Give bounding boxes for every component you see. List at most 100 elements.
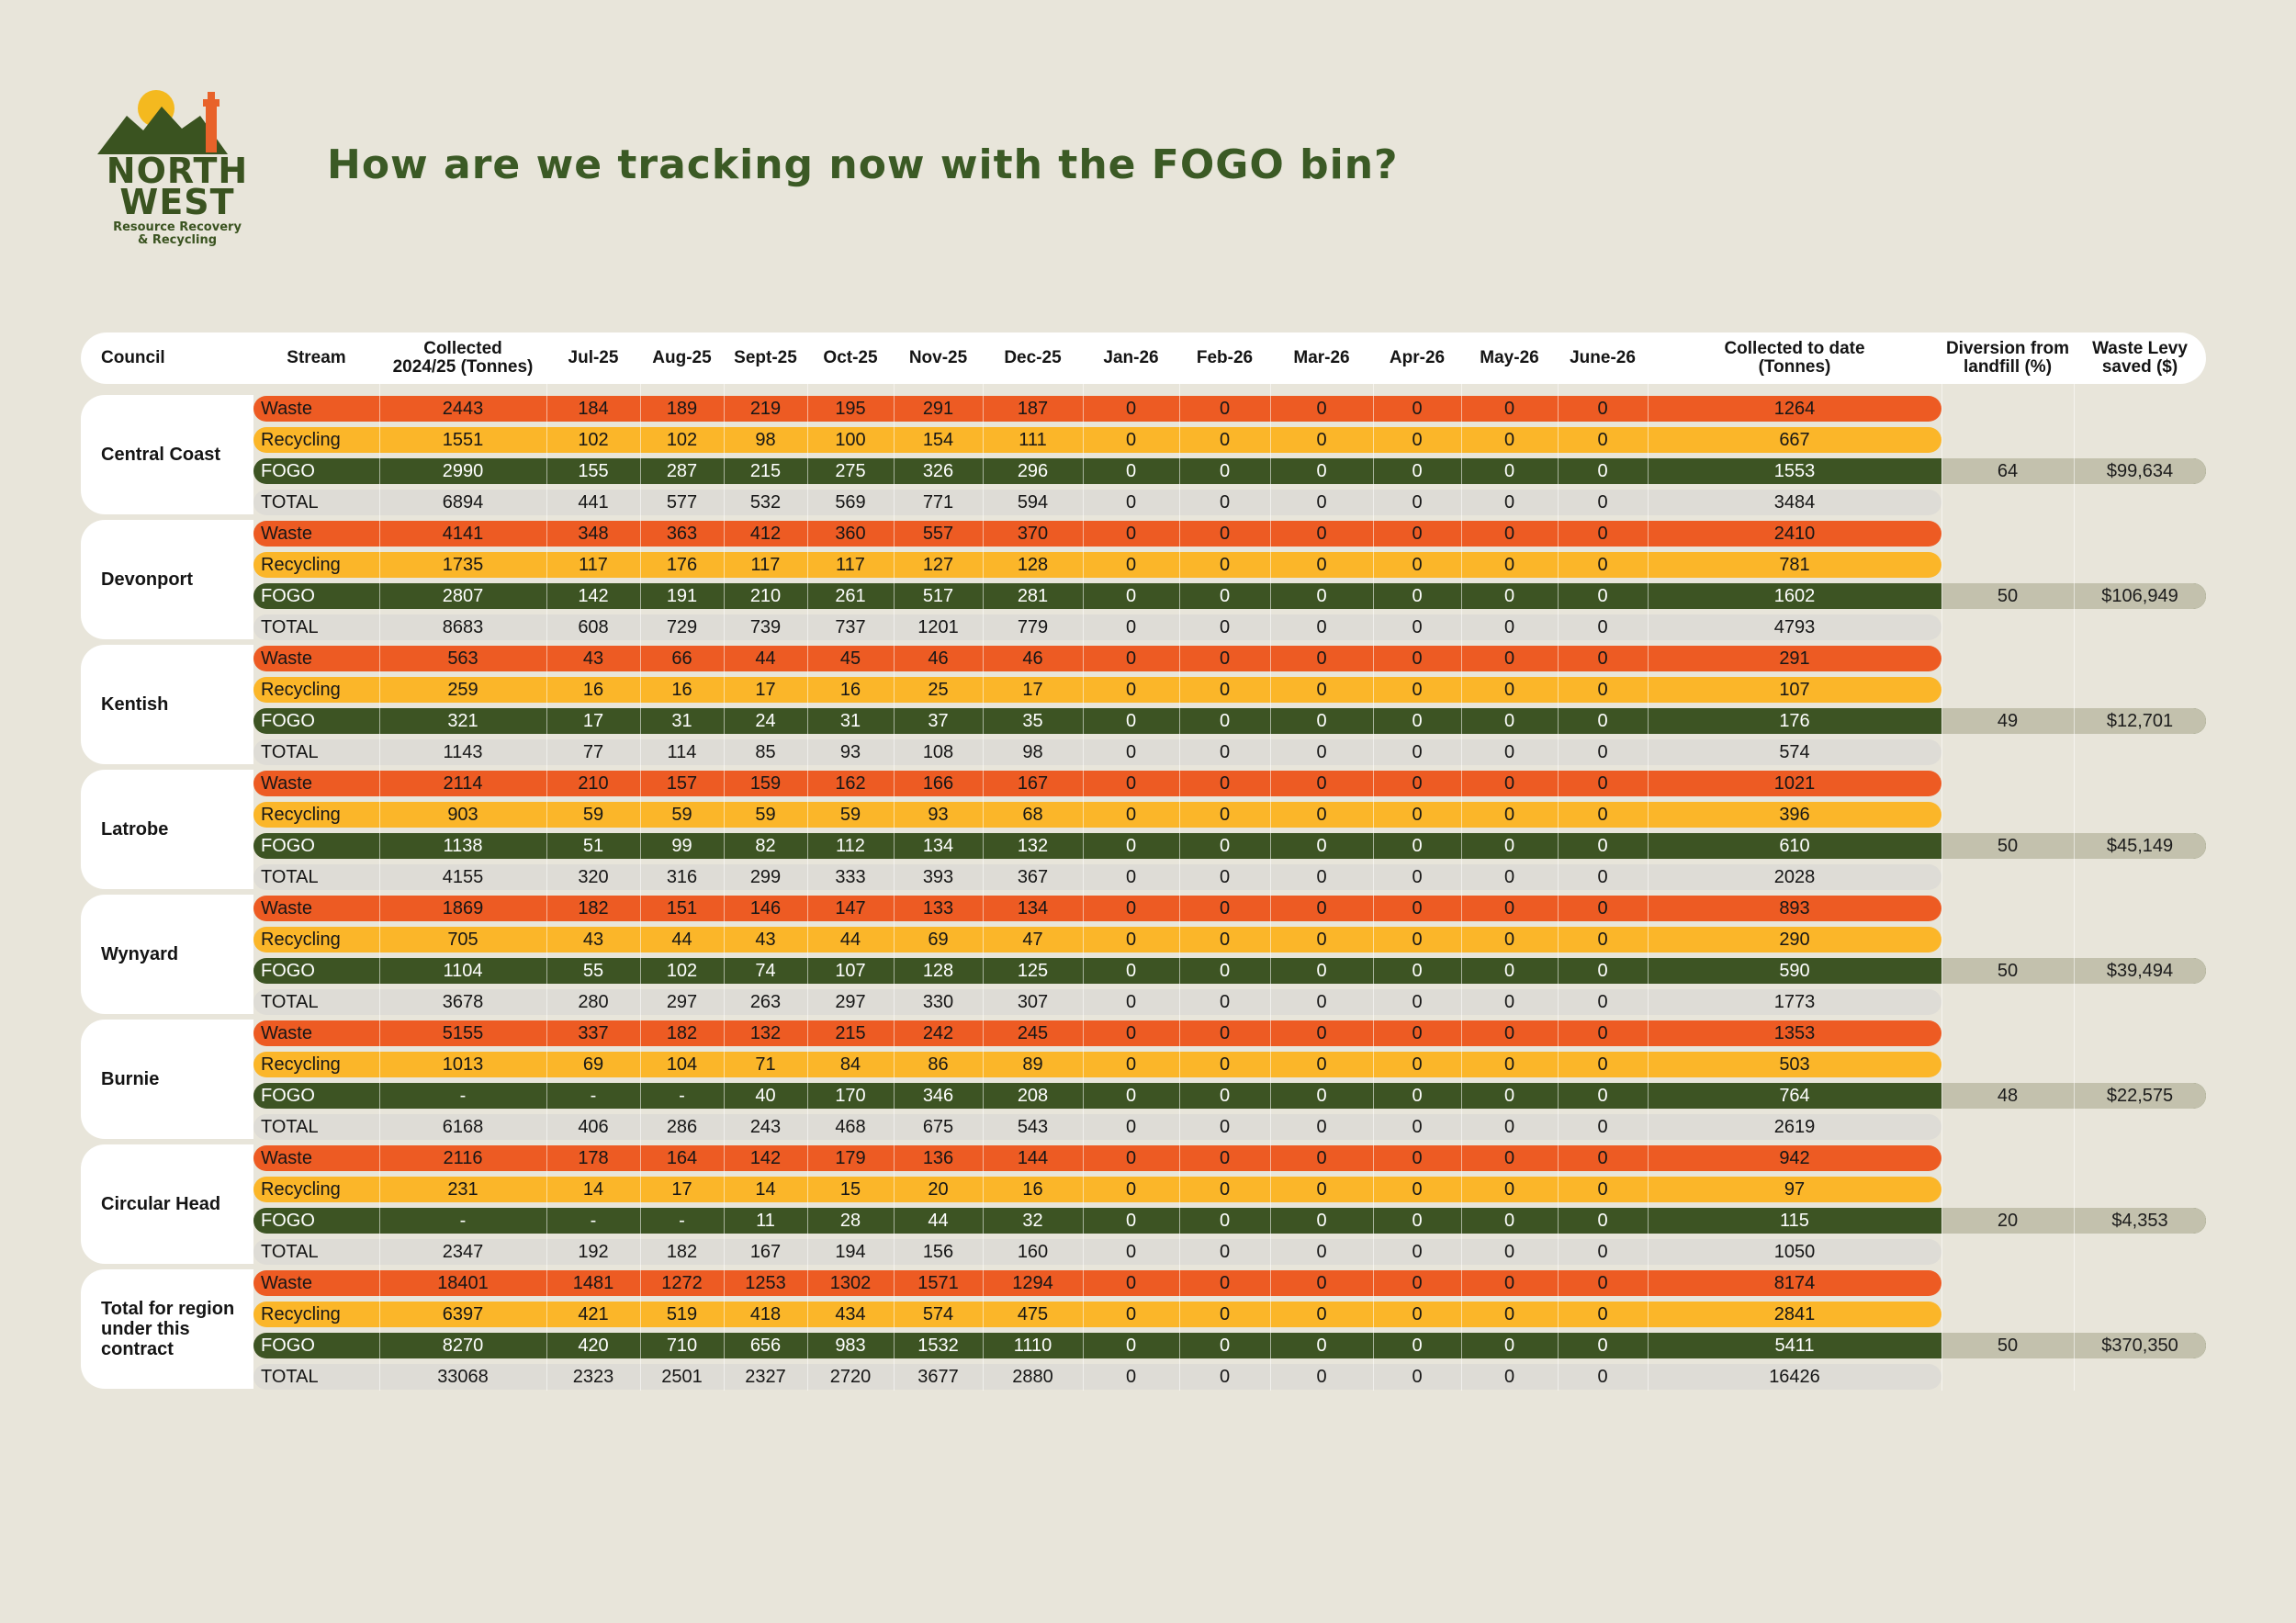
value-jul-25: 210 — [578, 772, 609, 794]
value-collected-2024-25-tonnes: 563 — [447, 648, 478, 669]
value-nov-25: 291 — [922, 398, 954, 419]
page-title: How are we tracking now with the FOGO bi… — [327, 141, 1399, 188]
recycling-row-background — [253, 1302, 1941, 1327]
value-aug-25: 102 — [666, 429, 698, 450]
value-aug-25: 31 — [671, 710, 692, 731]
value-dec-25: 46 — [1022, 648, 1043, 669]
value-jul-25: 348 — [578, 523, 609, 544]
waste-row-background — [253, 896, 1941, 921]
value-feb-26: 0 — [1219, 460, 1231, 481]
recycling-row-background — [253, 427, 1941, 453]
value-may-26: 0 — [1503, 491, 1515, 513]
value-nov-25: 393 — [922, 866, 954, 887]
value-feb-26: 0 — [1219, 429, 1231, 450]
value-may-26: 0 — [1503, 929, 1515, 950]
value-dec-25: 167 — [1017, 772, 1049, 794]
value-may-26: 0 — [1503, 398, 1515, 419]
value-may-26: 0 — [1503, 710, 1515, 731]
value-jul-25: - — [590, 1085, 597, 1106]
value-june-26: 0 — [1597, 1303, 1608, 1324]
value-collected-2024-25-tonnes: 1104 — [443, 960, 483, 981]
column-header-sept-25: Sept-25 — [734, 348, 797, 367]
value-mar-26: 0 — [1316, 804, 1327, 825]
value-dec-25: 367 — [1017, 866, 1049, 887]
value-jul-25: 155 — [578, 460, 609, 481]
table-row-fogo: FOGO - - - 11 28 44 32 0 0 0 0 0 0 115 20 $4,353 — [253, 1207, 2206, 1234]
stream-label: TOTAL — [261, 1116, 319, 1137]
value-oct-25: 737 — [835, 616, 866, 637]
value-feb-26: 0 — [1219, 835, 1231, 856]
value-jul-25: 69 — [582, 1054, 604, 1075]
value-collected-2024-25-tonnes: 6397 — [442, 1303, 484, 1324]
value-jan-26: 0 — [1125, 835, 1137, 856]
value-nov-25: 675 — [922, 1116, 954, 1137]
value-may-26: 0 — [1503, 1054, 1515, 1075]
value-june-26: 0 — [1597, 554, 1608, 575]
value-jan-26: 0 — [1125, 616, 1137, 637]
value-apr-26: 0 — [1412, 1022, 1423, 1043]
value-oct-25: 1302 — [829, 1272, 872, 1293]
column-divider — [894, 384, 895, 1391]
value-jul-25: 320 — [578, 866, 609, 887]
stream-label: FOGO — [261, 1210, 315, 1231]
value-june-26: 0 — [1597, 1366, 1608, 1387]
value-aug-25: 287 — [666, 460, 698, 481]
value-jan-26: 0 — [1125, 398, 1137, 419]
value-oct-25: 261 — [835, 585, 866, 606]
value-sept-25: 11 — [756, 1210, 775, 1231]
value-mar-26: 0 — [1316, 1241, 1327, 1262]
value-aug-25: 151 — [666, 897, 698, 919]
total-row-background — [253, 614, 1941, 640]
value-feb-26: 0 — [1219, 1116, 1231, 1137]
value-mar-26: 0 — [1316, 929, 1327, 950]
total-row-background — [253, 1364, 1941, 1390]
value-sept-25: 98 — [755, 429, 776, 450]
value-june-26: 0 — [1597, 1272, 1608, 1293]
fogo-row-background — [253, 833, 2206, 859]
value-may-26: 0 — [1503, 804, 1515, 825]
value-mar-26: 0 — [1316, 835, 1327, 856]
stream-label: TOTAL — [261, 491, 319, 513]
value-collected-2024-25-tonnes: 2347 — [442, 1241, 484, 1262]
diversion-value: 48 — [1997, 1085, 2019, 1106]
table-row-recycling: Recycling 705 43 44 43 44 69 47 0 0 0 0 0 0 290 — [253, 926, 2206, 952]
value-collected-to-date-tonnes: 16426 — [1769, 1366, 1820, 1387]
column-header-collected-to-date-tonnes: Collected to date (Tonnes) — [1724, 339, 1865, 377]
value-dec-25: 296 — [1017, 460, 1049, 481]
value-collected-to-date-tonnes: 1602 — [1773, 585, 1816, 606]
value-jul-25: 43 — [582, 929, 604, 950]
value-collected-to-date-tonnes: 667 — [1779, 429, 1810, 450]
value-mar-26: 0 — [1316, 429, 1327, 450]
value-collected-to-date-tonnes: 764 — [1779, 1085, 1810, 1106]
value-jan-26: 0 — [1125, 929, 1137, 950]
value-oct-25: 569 — [835, 491, 866, 513]
value-jan-26: 0 — [1125, 897, 1137, 919]
value-collected-2024-25-tonnes: 8683 — [442, 616, 484, 637]
value-sept-25: 299 — [749, 866, 782, 887]
waste-levy-value: $370,350 — [2101, 1335, 2178, 1356]
value-oct-25: 2720 — [829, 1366, 872, 1387]
value-oct-25: 468 — [835, 1116, 866, 1137]
value-june-26: 0 — [1597, 1241, 1608, 1262]
table-row-total: TOTAL 1143 77 114 85 93 108 98 0 0 0 0 0 0 574 — [253, 738, 2206, 765]
value-collected-2024-25-tonnes: - — [459, 1085, 467, 1106]
waste-row-background — [253, 1270, 1941, 1296]
value-june-26: 0 — [1597, 741, 1608, 762]
stream-label: FOGO — [261, 460, 315, 481]
value-apr-26: 0 — [1412, 616, 1423, 637]
value-jul-25: 142 — [578, 585, 609, 606]
value-sept-25: 243 — [749, 1116, 782, 1137]
stream-label: Waste — [261, 1022, 312, 1043]
value-nov-25: 156 — [922, 1241, 954, 1262]
value-mar-26: 0 — [1316, 741, 1327, 762]
value-aug-25: 44 — [671, 929, 692, 950]
value-collected-2024-25-tonnes: 6894 — [442, 491, 484, 513]
stream-label: Recycling — [261, 1178, 341, 1200]
value-feb-26: 0 — [1219, 616, 1231, 637]
waste-levy-value: $39,494 — [2106, 960, 2174, 981]
total-row-background — [253, 490, 1941, 515]
diversion-value: 64 — [1997, 460, 2019, 481]
value-oct-25: 275 — [835, 460, 866, 481]
value-mar-26: 0 — [1316, 1054, 1327, 1075]
value-sept-25: 210 — [749, 585, 782, 606]
